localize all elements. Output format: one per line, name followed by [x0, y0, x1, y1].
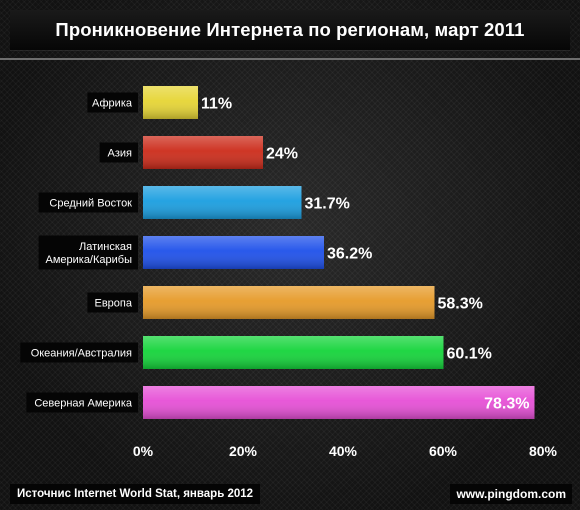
- x-tick-label: 80%: [529, 443, 558, 459]
- category-label-line: Америка/Карибы: [45, 254, 132, 266]
- category-label-line: Латинская: [79, 241, 132, 253]
- value-label: 11%: [201, 96, 232, 113]
- category-label-box: [38, 235, 138, 270]
- x-tick-label: 40%: [329, 443, 358, 459]
- bar-shading: [143, 236, 324, 269]
- source-note: Источнис Internet World Stat, январь 201…: [17, 488, 254, 500]
- category-label: Европа: [95, 298, 133, 310]
- category-label-box: [87, 292, 138, 313]
- value-label: 60.1%: [447, 346, 492, 363]
- value-label: 58.3%: [438, 296, 483, 313]
- bar-shading: [143, 286, 435, 319]
- category-label: Средний Восток: [49, 198, 132, 210]
- category-label-box: [99, 142, 138, 163]
- bar-shading: [143, 386, 535, 419]
- bar-group: [143, 86, 535, 419]
- category-label-line: Северная Америка: [34, 398, 133, 410]
- x-tick-label: 60%: [429, 443, 458, 459]
- category-label: Северная Америка: [34, 398, 133, 410]
- category-label: Африка: [92, 98, 133, 110]
- category-label-line: Европа: [95, 298, 133, 310]
- category-label: Латинская Америка/Карибы: [45, 241, 132, 266]
- category-label: Азия: [108, 148, 133, 160]
- source-box: Источнис Internet World Stat, январь 201…: [10, 484, 261, 504]
- bar-shading: [143, 336, 444, 369]
- category-label-group: Африка Азия Средний Восток Латинская Америка…: [20, 92, 138, 413]
- title-bar: Проникновение Интернета по регионам, мар…: [10, 10, 570, 50]
- category-label-line: Азия: [108, 148, 133, 160]
- x-axis-tick-group: 0% 20% 40% 60% 80%: [133, 443, 558, 459]
- category-label-box: [38, 192, 138, 213]
- value-label-group: 11% 24% 31.7% 36.2% 58.3% 60.1% 78.3%: [201, 96, 530, 413]
- bar-shading: [143, 186, 302, 219]
- value-label: 36.2%: [327, 246, 372, 263]
- brand-box: www.pingdom.com: [450, 484, 572, 504]
- bar-shading: [143, 86, 198, 119]
- category-label-box: [26, 392, 138, 413]
- value-label: 24%: [266, 146, 298, 163]
- category-label-line: Океания/Австралия: [31, 348, 132, 360]
- bar-shading: [143, 136, 263, 169]
- value-label: 31.7%: [305, 196, 350, 213]
- x-tick-label: 0%: [133, 443, 154, 459]
- chart-title: Проникновение Интернета по регионам, мар…: [55, 19, 525, 40]
- value-label: 78.3%: [484, 396, 529, 413]
- category-label-box: [20, 342, 138, 363]
- category-label-line: Африка: [92, 98, 133, 110]
- category-label-box: [87, 92, 138, 113]
- title-divider: [0, 58, 580, 60]
- brand-url[interactable]: www.pingdom.com: [456, 487, 566, 501]
- x-tick-label: 20%: [229, 443, 258, 459]
- category-label-line: Средний Восток: [49, 198, 132, 210]
- category-label: Океания/Австралия: [31, 348, 132, 360]
